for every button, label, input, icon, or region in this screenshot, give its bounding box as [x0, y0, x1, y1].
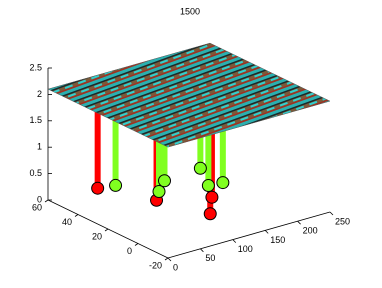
x-tick-label: 200	[303, 226, 318, 236]
z-tick-label: 1.5	[29, 115, 42, 125]
x-tick	[264, 230, 269, 234]
x-tick	[167, 257, 172, 262]
stem-marker	[157, 174, 171, 188]
x-tick-label: 250	[335, 216, 350, 226]
stem-marker	[216, 176, 230, 190]
y-tick	[44, 199, 49, 203]
x-tick-label: 50	[205, 253, 215, 263]
y-tick	[134, 243, 139, 246]
y-tick-label: 0	[127, 246, 132, 256]
stem-marker	[193, 161, 207, 175]
stem-marker	[205, 190, 219, 204]
x-tick	[232, 239, 237, 243]
x-axis	[167, 211, 331, 259]
z-tick-label: 0	[37, 194, 42, 204]
stem-marker	[109, 178, 123, 192]
stem-marker	[203, 207, 217, 221]
chart-title: 1500	[180, 6, 200, 16]
x-tick	[200, 248, 204, 253]
y-tick	[164, 257, 169, 261]
x-tick	[329, 211, 334, 216]
y-tick-label: -20	[149, 260, 162, 270]
z-tick-label: 1	[37, 142, 42, 152]
y-tick	[74, 214, 79, 217]
y-tick-label: 40	[62, 217, 72, 227]
stem-marker	[91, 181, 105, 195]
x-tick-label: 150	[270, 235, 285, 245]
stem-marker	[201, 179, 215, 193]
y-tick	[104, 228, 109, 232]
z-tick-label: 0.5	[29, 168, 42, 178]
stem-marker	[152, 185, 166, 198]
textured-surface	[47, 42, 331, 148]
z-tick-label: 2.5	[29, 62, 42, 72]
z-tick-label: 2	[37, 89, 42, 99]
y-tick-label: 60	[32, 202, 42, 212]
y-tick-label: 20	[92, 231, 102, 241]
x-tick-label: 0	[173, 262, 178, 272]
x-tick	[297, 220, 301, 225]
x-tick-label: 100	[238, 244, 253, 254]
